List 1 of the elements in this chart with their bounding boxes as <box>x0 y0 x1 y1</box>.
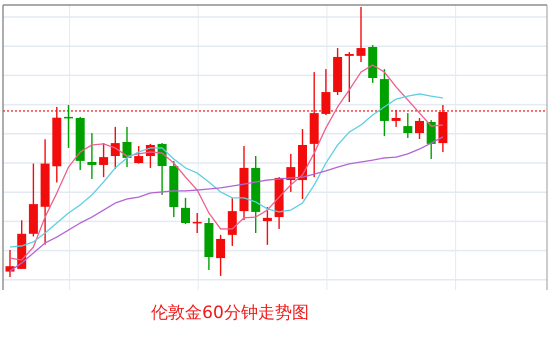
title: 伦敦金60分钟走势图 <box>151 303 309 323</box>
